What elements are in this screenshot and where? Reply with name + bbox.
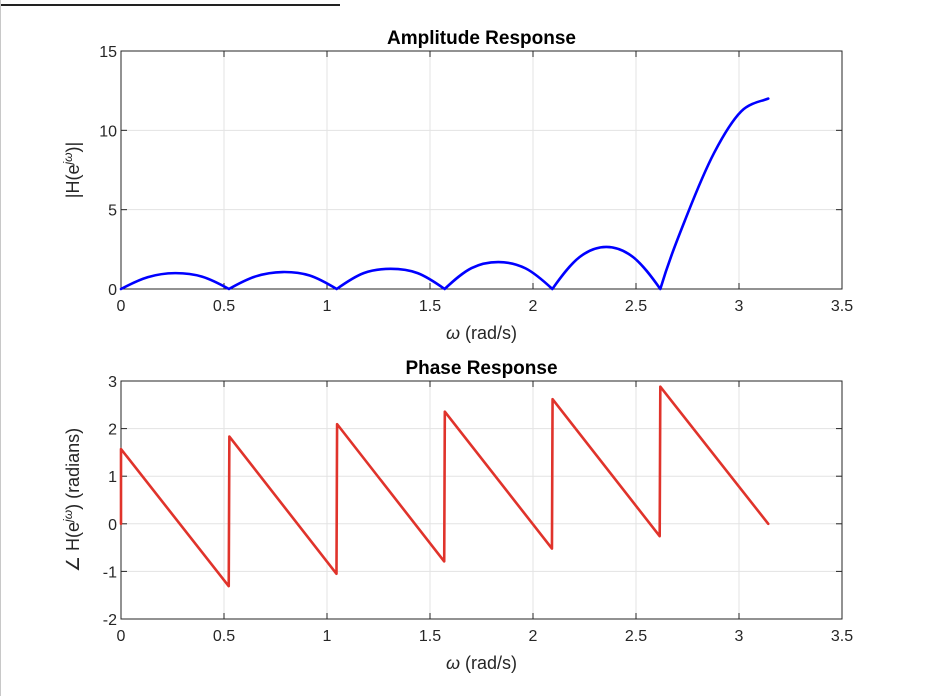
x-tick-label: 2 <box>529 298 538 315</box>
series-line <box>119 97 770 291</box>
x-tick-label: 0 <box>117 298 126 315</box>
y-tick-label: 0 <box>108 282 117 299</box>
x-tick-label: 2 <box>529 628 538 645</box>
chart-title: Amplitude Response <box>387 28 576 49</box>
x-tick-label: 2.5 <box>625 298 647 315</box>
y-tick-label: 3 <box>108 374 117 391</box>
x-tick-label: 1.5 <box>419 628 441 645</box>
chart-phase: 0 0.5 1 1.5 2 2.5 3 3.5 -2 -1 0 1 2 3 Phase Response ω … <box>61 358 853 673</box>
y-axis-label: |H(ejω)| <box>61 142 83 198</box>
y-tick-label: 5 <box>108 203 117 220</box>
x-tick-label: 1 <box>323 298 332 315</box>
y-tick-label: 2 <box>108 422 117 439</box>
x-tick-label: 3 <box>735 628 744 645</box>
x-tick-label: 0 <box>117 628 126 645</box>
x-axis-label: ω (rad/s) <box>446 323 517 343</box>
chart-title: Phase Response <box>405 358 557 379</box>
y-tick-label: -1 <box>103 564 117 581</box>
series-line <box>119 385 770 588</box>
x-tick-label: 1 <box>323 628 332 645</box>
y-tick-label: 0 <box>108 517 117 534</box>
y-tick-label: -2 <box>103 612 117 629</box>
x-tick-label: 3 <box>735 298 744 315</box>
x-axis-label: ω (rad/s) <box>446 653 517 673</box>
y-axis-label: ∠ H(ejω) (radians) <box>61 428 83 572</box>
x-tick-label: 0.5 <box>213 298 235 315</box>
x-tick-label: 2.5 <box>625 628 647 645</box>
x-tick-label: 3.5 <box>831 628 853 645</box>
plot-area <box>121 51 842 289</box>
x-tick-label: 0.5 <box>213 628 235 645</box>
y-tick-label: 10 <box>99 123 117 140</box>
axes-box <box>120 50 843 290</box>
window-top-rule <box>0 4 340 6</box>
window-left-edge <box>0 0 1 696</box>
plot-area <box>121 381 842 619</box>
x-tick-label: 3.5 <box>831 298 853 315</box>
chart-amplitude: 0 0.5 1 1.5 2 2.5 3 3.5 0 5 10 15 Amplitude Response… <box>61 28 853 343</box>
x-tick-label: 1.5 <box>419 298 441 315</box>
y-tick-label: 1 <box>108 469 117 486</box>
y-tick-label: 15 <box>99 44 117 61</box>
